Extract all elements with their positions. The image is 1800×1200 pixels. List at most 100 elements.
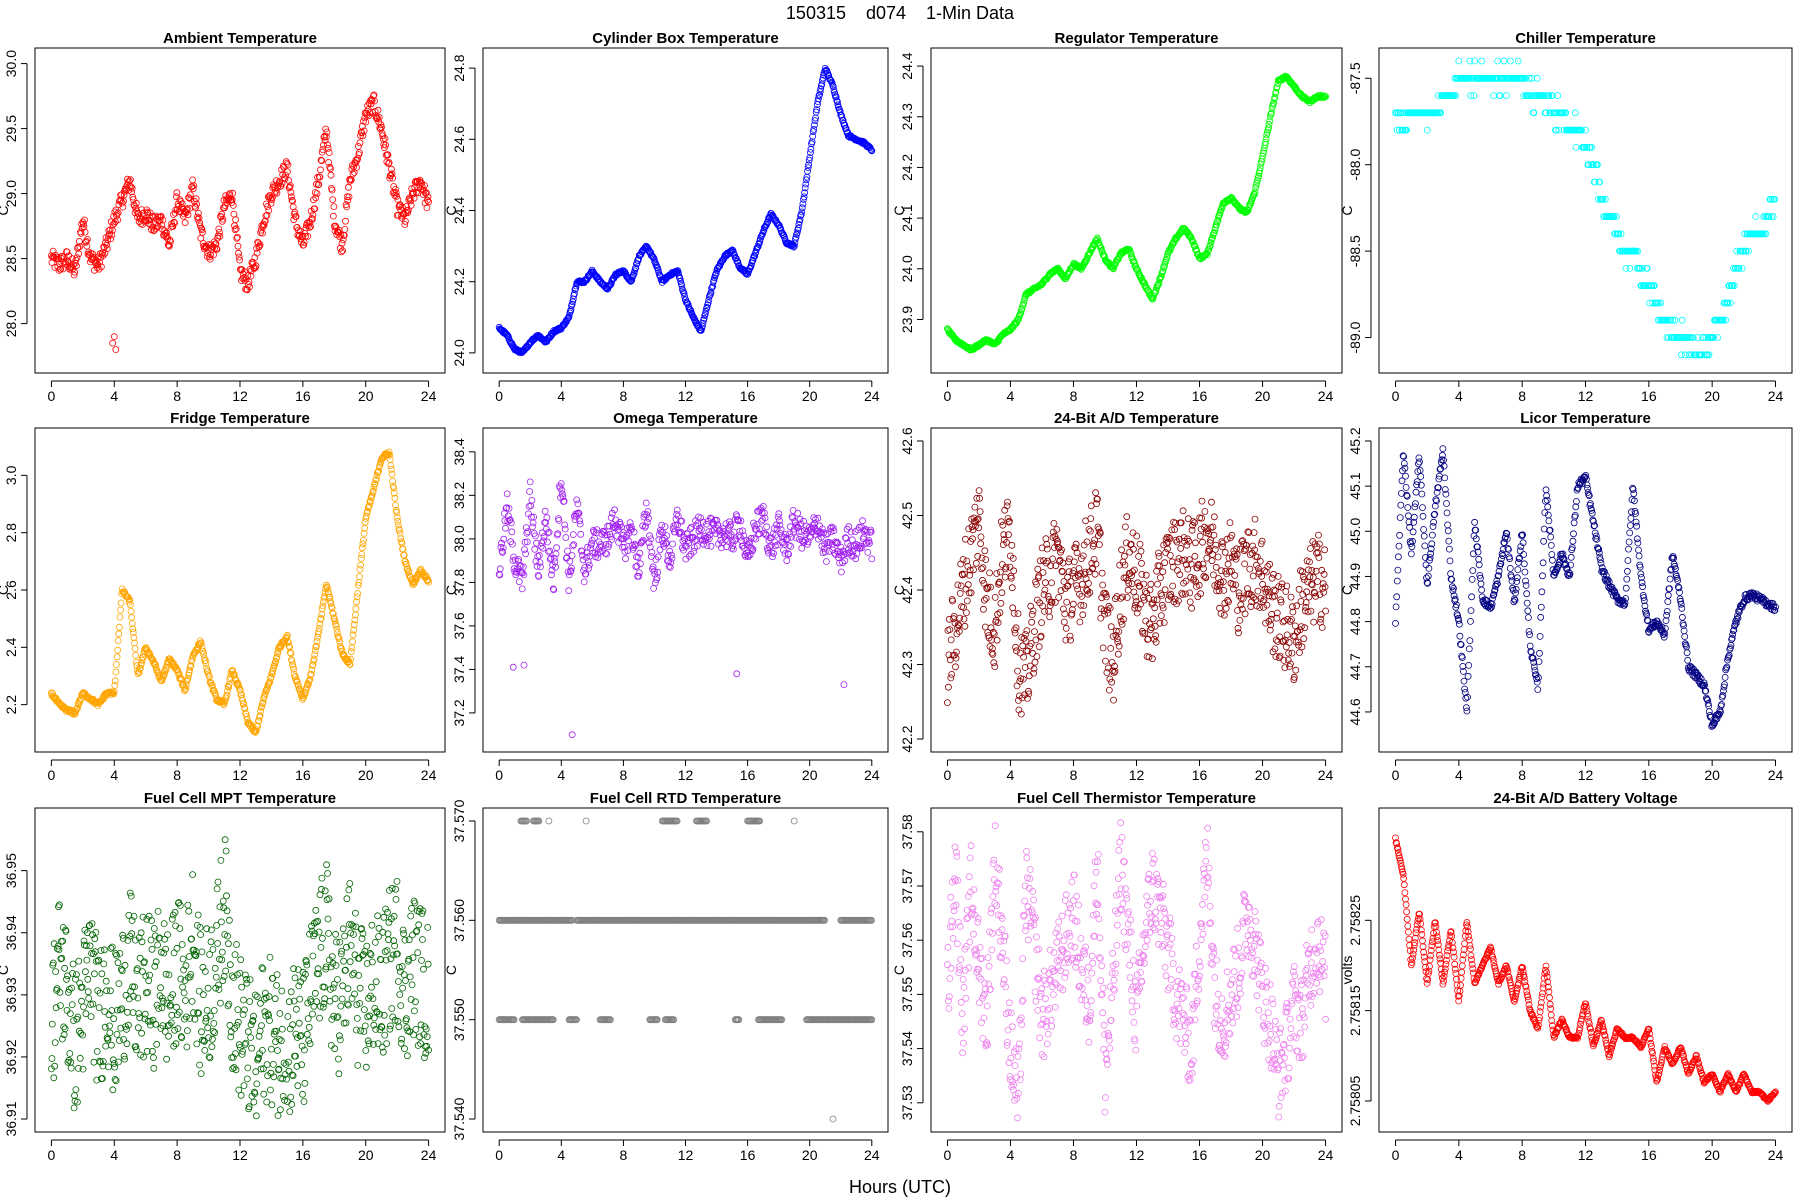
data-point [386, 172, 394, 180]
data-point [1596, 178, 1604, 186]
data-point [385, 159, 393, 167]
data-point [518, 585, 526, 593]
data-point [956, 590, 964, 597]
data-point [140, 213, 148, 221]
data-point [1421, 542, 1429, 550]
data-point [1028, 618, 1036, 626]
data-point [131, 209, 139, 217]
data-point [1467, 92, 1475, 99]
data-point [358, 129, 366, 137]
panel-title: 24-Bit A/D Temperature [1054, 410, 1219, 427]
data-point [268, 194, 276, 202]
data-point [109, 339, 117, 347]
data-point [1249, 572, 1257, 580]
x-tick-label: 0 [495, 767, 503, 783]
x-tick-label: 8 [1518, 767, 1526, 783]
y-tick-label: 45.2 [1347, 427, 1363, 454]
data-point [1393, 593, 1401, 601]
data-point [807, 145, 815, 153]
data-point [1138, 571, 1146, 578]
data-point [1205, 245, 1213, 253]
data-point [1617, 230, 1625, 238]
data-point [96, 258, 103, 266]
data-point [1208, 557, 1216, 565]
data-point [1671, 316, 1679, 324]
x-tick-label: 20 [1704, 388, 1720, 404]
data-point [287, 188, 295, 196]
data-point [358, 122, 366, 130]
data-point [946, 626, 954, 633]
y-tick-label: 2.6 [3, 580, 19, 600]
data-point [790, 243, 798, 251]
data-point [828, 78, 835, 86]
data-point [789, 506, 797, 514]
data-point [1407, 550, 1415, 558]
data-point [1322, 607, 1329, 615]
x-tick-label: 16 [1641, 767, 1657, 783]
global-x-axis-label: Hours (UTC) [849, 1177, 951, 1197]
data-point [114, 209, 122, 217]
data-point [648, 549, 656, 556]
data-point [1014, 667, 1021, 675]
data-point [1571, 109, 1579, 117]
data-point [829, 82, 837, 89]
data-point [541, 507, 549, 515]
y-tick-label: 45.0 [1347, 517, 1363, 544]
data-point [496, 565, 504, 573]
data-point [1452, 92, 1460, 99]
data-point [1443, 509, 1451, 517]
data-point [1072, 540, 1080, 548]
data-point [231, 226, 239, 234]
data-point [1418, 490, 1426, 498]
data-point [1446, 545, 1453, 553]
data-point [520, 661, 528, 669]
data-point [1420, 532, 1428, 540]
data-point [1506, 57, 1514, 65]
data-point [1025, 672, 1033, 680]
data-point [1315, 531, 1322, 539]
data-point [178, 200, 186, 208]
data-point [75, 250, 83, 258]
y-tick-label: 42.2 [899, 725, 915, 752]
data-point [982, 595, 990, 602]
data-point [976, 508, 984, 516]
data-point [138, 206, 145, 214]
data-point [425, 198, 433, 206]
y-tick-label: 44.7 [1347, 653, 1363, 680]
data-point [1283, 582, 1291, 590]
x-tick-label: 20 [1704, 767, 1720, 783]
panels-grid: Ambient TemperatureC0481216202428.028.52… [0, 30, 1793, 1163]
plot-frame [34, 47, 446, 374]
data-point [1601, 195, 1609, 203]
y-tick-label: 44.9 [1347, 563, 1363, 590]
data-point [1471, 518, 1478, 526]
data-point [317, 166, 324, 174]
data-point [1190, 241, 1198, 249]
data-point [1214, 553, 1222, 561]
data-point [1161, 559, 1169, 567]
y-tick-label: 24.0 [451, 339, 467, 366]
data-point [1085, 526, 1093, 533]
data-point [1064, 573, 1071, 581]
x-tick-label: 24 [1768, 767, 1784, 783]
data-point [63, 248, 71, 256]
data-point [112, 346, 120, 354]
data-point [622, 555, 629, 563]
data-point [108, 231, 116, 239]
data-point [1166, 552, 1174, 559]
data-point [1091, 570, 1099, 578]
data-point [1402, 472, 1409, 480]
data-point [1017, 309, 1025, 316]
data-point [114, 216, 122, 224]
data-point [867, 146, 875, 154]
data-point [387, 165, 395, 173]
data-point [1394, 566, 1402, 574]
data-point [1070, 558, 1078, 566]
x-tick-label: 8 [173, 767, 181, 783]
data-point [348, 644, 356, 652]
data-point [324, 144, 332, 152]
data-point [524, 528, 532, 535]
data-point [561, 525, 569, 533]
data-point [1200, 565, 1207, 572]
